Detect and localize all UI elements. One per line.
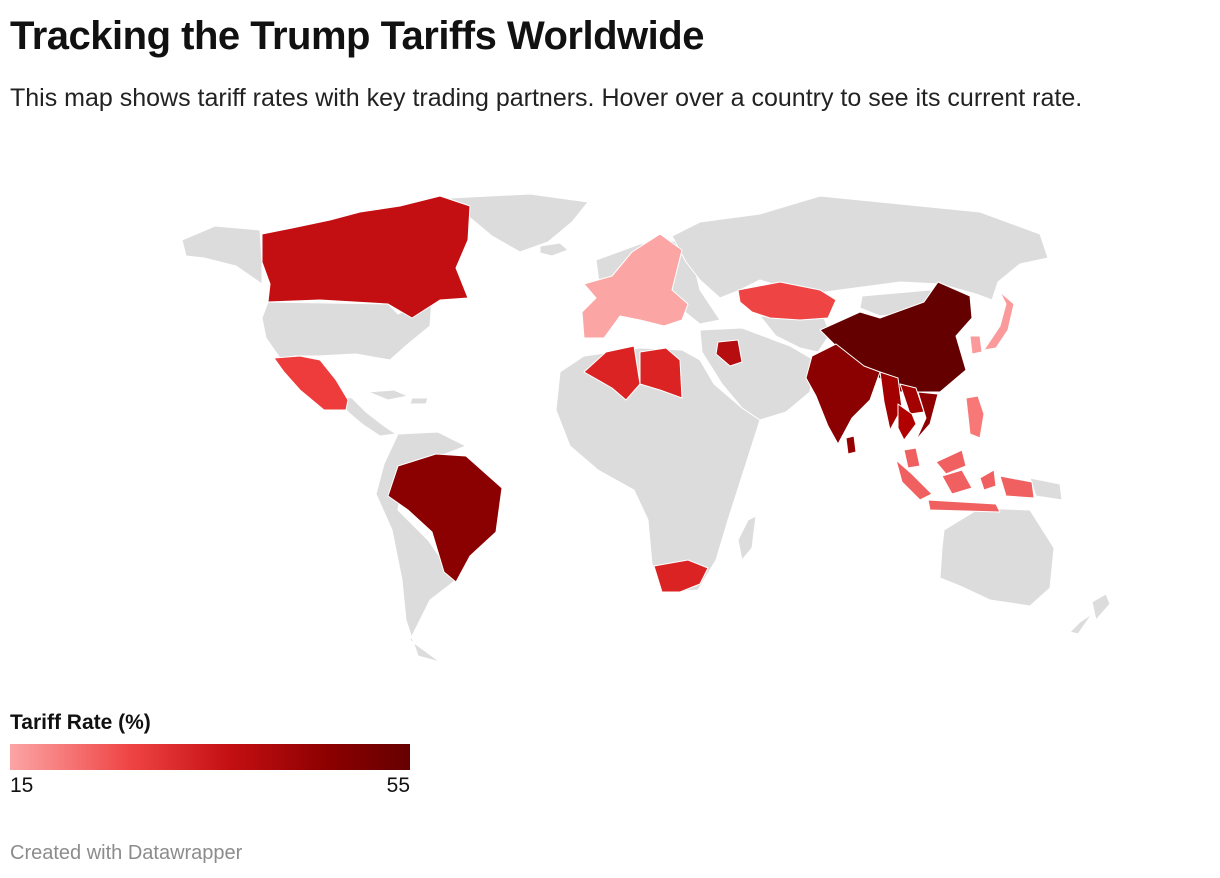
country-indonesia[interactable] (895, 459, 1035, 513)
country-malaysia[interactable] (903, 447, 967, 475)
legend-min-label: 15 (10, 774, 34, 797)
legend-title: Tariff Rate (%) (10, 711, 151, 734)
chart-subtitle: This map shows tariff rates with key tra… (10, 84, 1083, 112)
country-iceland[interactable] (539, 242, 569, 257)
country-greenland[interactable] (449, 193, 589, 253)
country-new-zealand[interactable] (1069, 593, 1111, 635)
country-brazil[interactable] (387, 453, 503, 583)
region-european-union[interactable] (581, 233, 689, 339)
region-africa[interactable] (555, 347, 761, 593)
country-papua-new-guinea[interactable] (1029, 477, 1063, 501)
country-south-korea[interactable] (969, 335, 983, 355)
country-vietnam[interactable] (915, 391, 939, 441)
country-sri-lanka[interactable] (845, 435, 857, 455)
legend-color-bar (10, 744, 410, 770)
country-india[interactable] (805, 343, 881, 445)
country-australia[interactable] (939, 507, 1055, 607)
legend-ticks: 15 55 (10, 774, 410, 798)
legend-max-label: 55 (386, 774, 410, 797)
country-mexico[interactable] (273, 355, 349, 411)
country-alaska[interactable] (181, 225, 263, 285)
country-iraq[interactable] (715, 339, 743, 367)
credit-text[interactable]: Created with Datawrapper (10, 842, 243, 864)
legend: Tariff Rate (%) 15 55 (10, 708, 410, 798)
region-caribbean[interactable] (367, 389, 429, 405)
tariff-countries (261, 195, 1035, 593)
country-libya[interactable] (639, 347, 683, 399)
chart-title: Tracking the Trump Tariffs Worldwide (10, 14, 704, 58)
country-thailand[interactable] (897, 403, 917, 441)
world-map (181, 193, 1111, 663)
country-myanmar[interactable] (879, 371, 903, 431)
country-canada[interactable] (261, 195, 471, 319)
country-south-africa[interactable] (653, 559, 709, 593)
region-central-america[interactable] (335, 395, 397, 437)
country-russia[interactable] (671, 195, 1049, 301)
country-japan[interactable] (983, 291, 1015, 351)
country-madagascar[interactable] (737, 515, 757, 561)
country-philippines[interactable] (965, 395, 985, 439)
country-kazakhstan[interactable] (737, 281, 837, 321)
